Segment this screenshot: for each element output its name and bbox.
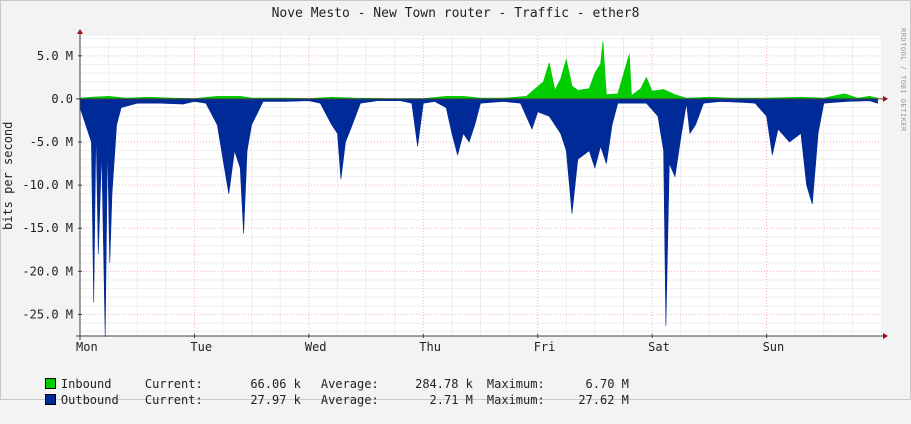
legend-average-value: 2.71 M [429, 393, 473, 407]
legend-series-name: Inbound [60, 377, 112, 391]
x-tick-label: Thu [419, 340, 441, 354]
legend-current-value: 27.97 k [250, 393, 301, 407]
legend-current-label: Current: [144, 393, 203, 407]
legend-maximum-value: 6.70 M [585, 377, 629, 391]
graph-title: Nove Mesto - New Town router - Traffic -… [271, 6, 640, 21]
legend-maximum-label: Maximum: [486, 377, 545, 391]
series-areas [79, 41, 878, 337]
x-tick-label: Tue [190, 340, 212, 354]
legend-average-value: 284.78 k [415, 377, 473, 391]
rrdtool-watermark: RRDTOOL / TOBI OETIKER [899, 28, 907, 132]
legend-row-outbound: Outbound Current: 27.97 k Average: 2.71 M Max… [16, 376, 629, 407]
legend-series-name: Outbound [60, 393, 119, 407]
series-area-outbound [79, 98, 878, 337]
legend: Inbound Current: 66.06 k Average: 284.78 k Ma… [16, 360, 629, 407]
axes [76, 29, 888, 340]
x-axis-arrow [883, 95, 888, 102]
x-tick-label: Sat [648, 340, 670, 354]
y-tick-labels: 5.0 M 0.0 -5.0 M -10.0 M -15.0 M -20.0 M -25.0… [22, 49, 73, 322]
y-tick-label: -15.0 M [22, 221, 73, 235]
inbound-swatch [44, 378, 56, 389]
legend-average-label: Average: [320, 377, 379, 391]
legend-current-label: Current: [144, 377, 203, 391]
traffic-chart: 5.0 M 0.0 -5.0 M -10.0 M -15.0 M -20.0 M -25.0… [22, 29, 888, 354]
bottom-axis-arrow [883, 333, 888, 339]
legend-current-value: 66.06 k [250, 377, 301, 391]
series-area-inbound [79, 41, 878, 100]
y-axis-arrow [77, 29, 83, 34]
x-tick-labels: Mon Tue Wed Thu Fri Sat Sun [76, 340, 784, 354]
y-tick-label: 5.0 M [37, 49, 73, 63]
legend-maximum-label: Maximum: [486, 393, 545, 407]
y-tick-label: -10.0 M [22, 178, 73, 192]
legend-average-label: Average: [320, 393, 379, 407]
x-tick-label: Wed [305, 340, 327, 354]
x-tick-label: Fri [534, 340, 556, 354]
y-tick-label: -25.0 M [22, 307, 73, 321]
y-tick-label: -5.0 M [30, 135, 73, 149]
x-tick-label: Mon [76, 340, 98, 354]
y-tick-label: 0.0 [51, 92, 73, 106]
x-tick-label: Sun [763, 340, 785, 354]
y-tick-label: -20.0 M [22, 264, 73, 278]
legend-row-inbound: Inbound Current: 66.06 k Average: 284.78 k Ma… [16, 360, 629, 391]
legend-maximum-value: 27.62 M [578, 393, 629, 407]
